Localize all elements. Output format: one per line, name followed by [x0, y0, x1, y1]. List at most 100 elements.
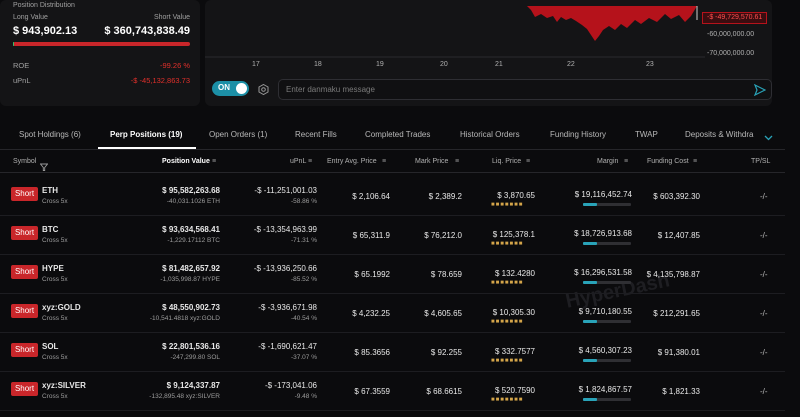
margin-value: $ 16,296,531.58 — [574, 268, 632, 277]
tab-spot-holdings[interactable]: Spot Holdings (6) — [19, 130, 81, 139]
roe-label: ROE — [13, 61, 30, 70]
x-tick: 19 — [376, 61, 384, 68]
col-liq-price[interactable]: Liq. Price — [492, 158, 522, 165]
danmaku-input[interactable]: Enter danmaku message — [286, 85, 375, 94]
liq-price: $ 125,378.1 — [492, 230, 535, 239]
upnl-value: -$ -3,936,671.98 — [258, 303, 317, 312]
position-size: -247,299.80 SOL — [170, 354, 220, 361]
upnl-percent: -37.07 % — [290, 354, 317, 361]
tpsl-value[interactable]: -/- — [760, 270, 768, 279]
upnl-value: -$ -11,251,001.03 — [254, 186, 317, 195]
liq-risk-indicator: ■■■■■■■ — [491, 319, 524, 325]
entry-price: $ 2,106.64 — [352, 192, 390, 201]
sort-icon[interactable]: ≡ — [382, 158, 387, 165]
table-row[interactable]: Short xyz:SILVER Cross 5x $ 9,124,337.87… — [0, 373, 785, 411]
tab-funding-history[interactable]: Funding History — [550, 130, 607, 139]
y-tick: -60,000,000.00 — [707, 31, 755, 38]
tabs-divider — [0, 149, 785, 150]
short-value-label: Short Value — [153, 14, 190, 21]
tpsl-value[interactable]: -/- — [760, 309, 768, 318]
mark-price: $ 2,389.2 — [428, 192, 462, 201]
margin-ratio-bar — [583, 398, 631, 401]
tab-deposits-withdrawals[interactable]: Deposits & Withdra — [685, 130, 754, 139]
tab-historical-orders[interactable]: Historical Orders — [460, 130, 520, 139]
symbol-name[interactable]: SOL — [42, 342, 59, 351]
mark-price: $ 76,212.0 — [424, 231, 462, 240]
sort-icon[interactable]: ≡ — [526, 158, 531, 165]
symbol-name[interactable]: xyz:GOLD — [42, 303, 81, 312]
symbol-name[interactable]: ETH — [42, 186, 58, 195]
col-position-value[interactable]: Position Value — [162, 158, 210, 165]
entry-price: $ 4,232.25 — [352, 309, 390, 318]
tab-open-orders[interactable]: Open Orders (1) — [209, 130, 268, 139]
position-value: $ 95,582,263.68 — [162, 186, 220, 195]
x-tick: 18 — [314, 61, 322, 68]
toggle-label: ON — [218, 83, 230, 92]
tab-completed-trades[interactable]: Completed Trades — [365, 130, 431, 139]
col-mark-price[interactable]: Mark Price — [415, 158, 449, 165]
tpsl-value[interactable]: -/- — [760, 192, 768, 201]
entry-price: $ 65,311.9 — [352, 231, 390, 240]
danmaku-toggle[interactable]: ON — [212, 81, 249, 96]
chevron-down-icon[interactable] — [764, 129, 773, 147]
table-row[interactable]: Short HYPE Cross 5x $ 81,482,657.92 -1,0… — [0, 256, 785, 294]
col-upnl[interactable]: uPnL — [290, 158, 307, 165]
upnl-value: -$ -173,041.06 — [264, 381, 317, 390]
funding-cost: $ 603,392.30 — [653, 192, 700, 201]
margin-ratio-bar — [583, 359, 631, 362]
position-distribution-card: Position Distribution Long Value Short V… — [0, 0, 200, 106]
liq-price: $ 10,305.30 — [492, 308, 535, 317]
send-icon[interactable] — [753, 83, 767, 101]
funding-cost: $ 91,380.01 — [657, 348, 700, 357]
sort-icon[interactable]: ≡ — [308, 158, 313, 165]
upnl-percent: -58.86 % — [290, 198, 317, 205]
position-value: $ 93,634,568.41 — [162, 225, 220, 234]
long-value: $ 943,902.13 — [13, 25, 78, 37]
symbol-name[interactable]: HYPE — [42, 264, 64, 273]
col-symbol[interactable]: Symbol — [13, 158, 37, 165]
filter-icon[interactable] — [39, 158, 49, 176]
table-row[interactable]: Short SOL Cross 5x $ 22,801,536.16 -247,… — [0, 334, 785, 372]
mark-price: $ 92.255 — [430, 348, 462, 357]
sort-icon[interactable]: ≡ — [455, 158, 460, 165]
sort-icon[interactable]: ≡ — [212, 158, 217, 165]
table-row[interactable]: Short ETH Cross 5x $ 95,582,263.68 -40,0… — [0, 178, 785, 216]
leverage: Cross 5x — [42, 198, 68, 205]
tpsl-value[interactable]: -/- — [760, 231, 768, 240]
tpsl-value[interactable]: -/- — [760, 348, 768, 357]
liq-risk-indicator: ■■■■■■■ — [491, 280, 524, 286]
tpsl-value[interactable]: -/- — [760, 387, 768, 396]
funding-cost: $ 212,291.65 — [653, 309, 700, 318]
row-divider — [0, 215, 785, 216]
leverage: Cross 5x — [42, 237, 68, 244]
tab-perp-positions[interactable]: Perp Positions (19) — [110, 130, 183, 139]
settings-icon[interactable] — [258, 82, 269, 96]
table-row[interactable]: Short xyz:GOLD Cross 5x $ 48,550,902.73 … — [0, 295, 785, 333]
leverage: Cross 5x — [42, 393, 68, 400]
col-entry-price[interactable]: Entry Avg. Price — [327, 158, 377, 165]
mark-price: $ 4,605.65 — [424, 309, 462, 318]
upnl-value: -$ -13,936,250.66 — [253, 264, 317, 273]
danmaku-input-box[interactable]: Enter danmaku message — [278, 79, 772, 100]
short-badge: Short — [11, 265, 38, 279]
short-badge: Short — [11, 382, 38, 396]
tab-twap[interactable]: TWAP — [635, 130, 658, 139]
margin-value: $ 9,710,180.55 — [578, 307, 632, 316]
position-size: -10,541.4818 xyz:GOLD — [149, 315, 220, 322]
sort-icon[interactable]: ≡ — [693, 158, 698, 165]
sort-icon[interactable]: ≡ — [624, 158, 629, 165]
panel-title: Position Distribution — [13, 2, 75, 9]
long-short-ratio-bar — [13, 42, 190, 46]
short-badge: Short — [11, 187, 38, 201]
col-funding-cost[interactable]: Funding Cost — [647, 158, 689, 165]
position-value: $ 48,550,902.73 — [162, 303, 220, 312]
position-value: $ 9,124,337.87 — [166, 381, 220, 390]
col-margin[interactable]: Margin — [597, 158, 619, 165]
tab-recent-fills[interactable]: Recent Fills — [295, 130, 337, 139]
symbol-name[interactable]: BTC — [42, 225, 59, 234]
liq-price: $ 520.7590 — [494, 386, 535, 395]
position-value: $ 22,801,536.16 — [162, 342, 220, 351]
entry-price: $ 85.3656 — [354, 348, 390, 357]
table-row[interactable]: Short BTC Cross 5x $ 93,634,568.41 -1,22… — [0, 217, 785, 255]
symbol-name[interactable]: xyz:SILVER — [42, 381, 86, 390]
